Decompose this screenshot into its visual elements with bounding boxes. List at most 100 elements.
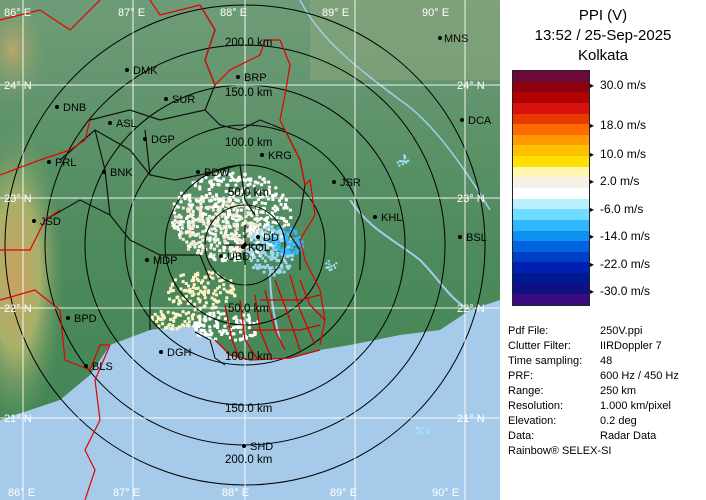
legend-swatch xyxy=(513,166,589,178)
legend-swatch xyxy=(513,113,589,125)
station-label: KRG xyxy=(268,150,292,162)
software-credit: Rainbow® SELEX-SI xyxy=(508,445,612,457)
station-marker xyxy=(143,137,147,141)
station-label: BSL xyxy=(466,232,487,244)
meta-val-resolution: 1.000 km/pixel xyxy=(600,400,671,412)
river xyxy=(349,199,471,311)
range-label-150-south: 150.0 km xyxy=(225,403,272,415)
station-label: UBD xyxy=(227,251,250,263)
legend-swatch xyxy=(513,251,589,263)
station-marker xyxy=(332,180,336,184)
legend-swatch xyxy=(513,230,589,242)
station-label: DD xyxy=(263,232,279,244)
legend-label: 10.0 m/s xyxy=(590,147,646,161)
borders xyxy=(0,0,326,500)
legend-swatch xyxy=(513,134,589,146)
station-marker xyxy=(102,170,106,174)
legend-swatch xyxy=(513,273,589,285)
station-label: BRP xyxy=(244,72,267,84)
station-marker xyxy=(125,68,129,72)
legend-swatch xyxy=(513,81,589,93)
range-label-100-north: 100.0 km xyxy=(225,137,272,149)
lon-label-88-top: 88° E xyxy=(220,7,247,19)
legend-label: 18.0 m/s xyxy=(590,118,646,132)
station-label: BPD xyxy=(74,313,97,325)
lat-label-21-right: 21° N xyxy=(457,413,485,425)
lon-label-86-bottom: 86° E xyxy=(8,487,35,499)
legend-label: -6.0 m/s xyxy=(590,202,643,216)
legend-swatch xyxy=(513,71,589,83)
station-marker xyxy=(260,153,264,157)
station-label: DCA xyxy=(468,115,492,127)
station-label: DGP xyxy=(151,134,175,146)
range-label-50-north: 50.0 km xyxy=(228,187,269,199)
coastline xyxy=(194,331,226,366)
meta-key-prf: PRF: xyxy=(508,370,534,382)
timestamp: 13:52 / 25-Sep-2025 xyxy=(534,27,672,44)
station-marker xyxy=(55,105,59,109)
meta-key-elevation: Elevation: xyxy=(508,415,557,427)
legend-swatch xyxy=(513,198,589,210)
station-marker xyxy=(458,235,462,239)
color-legend xyxy=(512,70,590,306)
legend-swatch xyxy=(513,241,589,253)
station-label: KHL xyxy=(381,212,402,224)
river xyxy=(299,0,491,211)
station-label: MNS xyxy=(444,33,468,45)
station-label: DMK xyxy=(133,65,158,77)
range-label-150-north: 150.0 km xyxy=(225,87,272,99)
legend-label: -22.0 m/s xyxy=(590,257,650,271)
radar-echo-field xyxy=(150,154,430,435)
station-marker xyxy=(460,118,464,122)
station-marker xyxy=(32,219,36,223)
longitude-labels: 86° E 87° E 88° E 89° E 90° E 86° E 87° … xyxy=(4,7,459,499)
river xyxy=(269,269,281,341)
legend-swatch xyxy=(513,188,589,200)
lat-label-22-right: 22° N xyxy=(457,303,485,315)
station-marker xyxy=(164,97,168,101)
coastline-delta xyxy=(214,274,326,361)
meta-key-data: Data: xyxy=(508,430,535,442)
station-label: ASL xyxy=(116,118,137,130)
station-label: MDP xyxy=(153,255,177,267)
radar-map: 200.0 km 150.0 km 100.0 km 50.0 km 50.0 … xyxy=(0,0,500,500)
legend-swatch xyxy=(513,219,589,232)
station-label: JSR xyxy=(340,177,361,189)
lat-label-21-left: 21° N xyxy=(4,413,32,425)
graticule xyxy=(0,0,500,500)
meta-key-resolution: Resolution: xyxy=(508,400,564,412)
latitude-labels: 24° N 23° N 22° N 21° N 24° N 23° N 22° … xyxy=(4,80,485,425)
station-label: DNB xyxy=(63,102,86,114)
station-label: DGH xyxy=(167,347,192,359)
range-label-200-north: 200.0 km xyxy=(225,37,272,49)
range-labels: 200.0 km 150.0 km 100.0 km 50.0 km 50.0 … xyxy=(225,37,272,466)
station-label: KOL xyxy=(248,242,270,254)
legend-swatch xyxy=(513,92,589,104)
legend-swatch xyxy=(513,145,589,157)
legend-swatch xyxy=(513,124,589,136)
legend-swatch xyxy=(513,177,589,189)
station-marker xyxy=(66,316,70,320)
station-marker xyxy=(236,75,240,79)
station-marker xyxy=(242,444,246,448)
lat-label-23-right: 23° N xyxy=(457,193,485,205)
lon-label-89-bottom: 89° E xyxy=(330,487,357,499)
station-marker xyxy=(145,258,149,262)
station-label: PRL xyxy=(55,157,76,169)
legend-label: -30.0 m/s xyxy=(590,284,650,298)
meta-key-time-sampling: Time sampling: xyxy=(508,355,583,367)
meta-key-pdf-file: Pdf File: xyxy=(508,325,549,337)
station-marker xyxy=(84,364,88,368)
lon-label-90-bottom: 90° E xyxy=(432,487,459,499)
legend-label: 30.0 m/s xyxy=(590,78,646,92)
lon-label-86-top: 86° E xyxy=(4,7,31,19)
meta-val-time-sampling: 48 xyxy=(600,355,613,367)
station-marker xyxy=(219,254,223,258)
product-title: PPI (V) xyxy=(578,7,628,24)
meta-val-data: Radar Data xyxy=(600,430,657,442)
station-marker xyxy=(256,235,260,239)
station-label: JSD xyxy=(40,216,61,228)
radar-site xyxy=(225,225,265,265)
station-marker xyxy=(196,170,200,174)
